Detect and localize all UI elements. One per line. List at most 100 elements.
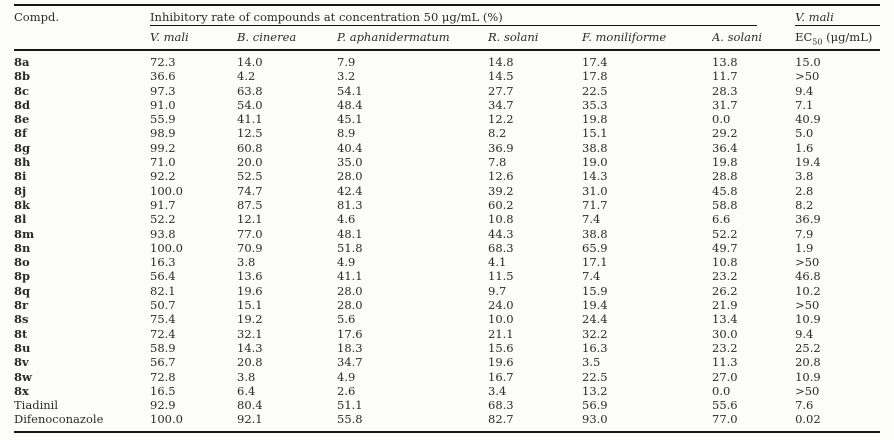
value-b-cinerea: 3.8 [237,369,256,384]
value-p-aphanidermatum: 51.8 [337,240,363,255]
value-ec50: 3.8 [795,169,814,184]
value-f-moniliforme: 93.0 [582,412,712,433]
value-p-aphanidermatum: 48.4 [337,97,363,112]
value-p-aphanidermatum: 45.1 [337,112,363,127]
value-ec50: >50 [795,298,820,313]
table-row: 8f 98.9 12.5 8.9 8.2 15.1 29.2 5.0 [14,126,880,140]
compound-label: 8o [14,255,30,270]
compound-label: 8w [14,369,32,384]
value-p-aphanidermatum: 55.8 [337,412,488,433]
value-p-aphanidermatum: 48.1 [337,226,363,241]
table-row: 8t 72.4 32.1 17.6 21.1 32.2 30.0 9.4 [14,327,880,341]
table-row: 8j 100.0 74.7 42.4 39.2 31.0 45.8 2.8 [14,184,880,198]
value-v-mali: 91.7 [150,197,176,212]
value-b-cinerea: 52.5 [237,169,263,184]
compound-label: Difenoconazole [14,412,150,433]
value-p-aphanidermatum: 54.1 [337,83,363,98]
value-a-solani: 23.2 [712,269,738,284]
compound-label: 8a [14,55,30,69]
value-v-mali: 91.0 [150,97,176,112]
value-p-aphanidermatum: 41.1 [337,269,363,284]
value-p-aphanidermatum: 4.6 [337,212,356,227]
compound-label: 8f [14,126,27,141]
table-row: 8a 72.3 14.0 7.9 14.8 17.4 13.8 15.0 [14,50,880,69]
value-p-aphanidermatum: 81.3 [337,197,363,212]
value-a-solani: 58.8 [712,197,738,212]
column-header-v-mali: V. mali [150,26,237,51]
value-ec50: 10.2 [795,283,821,298]
value-f-moniliforme: 35.3 [582,97,608,112]
compound-label: 8s [14,312,29,327]
value-r-solani: 7.8 [488,155,507,170]
compound-label: 8n [14,240,31,255]
value-ec50: 5.0 [795,126,814,141]
value-r-solani: 36.9 [488,140,514,155]
value-f-moniliforme: 7.4 [582,212,601,227]
value-p-aphanidermatum: 17.6 [337,326,363,341]
value-a-solani: 55.6 [712,398,738,413]
table-header: Compd. Inhibitory rate of compounds at c… [14,5,881,51]
value-r-solani: 34.7 [488,97,514,112]
value-b-cinerea: 12.1 [237,212,263,227]
value-a-solani: 27.0 [712,369,738,384]
table-row: 8h 71.0 20.0 35.0 7.8 19.0 19.8 19.4 [14,155,880,169]
value-v-mali: 72.3 [150,55,176,69]
value-r-solani: 10.8 [488,212,514,227]
value-v-mali: 52.2 [150,212,176,227]
value-v-mali: 50.7 [150,298,176,313]
value-ec50: 9.4 [795,83,814,98]
column-header-b-cinerea: B. cinerea [237,26,337,51]
table-row: 8m 93.8 77.0 48.1 44.3 38.8 52.2 7.9 [14,227,880,241]
value-v-mali: 56.4 [150,269,176,284]
compound-label: 8v [14,355,29,370]
value-f-moniliforme: 19.0 [582,155,608,170]
value-ec50: 8.2 [795,197,814,212]
value-f-moniliforme: 17.1 [582,255,608,270]
table-row: 8k 91.7 87.5 81.3 60.2 71.7 58.8 8.2 [14,198,880,212]
value-ec50: 2.8 [795,183,814,198]
header-species-row: V. mali B. cinerea P. aphanidermatum R. … [14,26,881,51]
compound-label: 8k [14,197,30,212]
table-body: 8a 72.3 14.0 7.9 14.8 17.4 13.8 15.0 8b … [14,50,881,433]
table-row: 8i 92.2 52.5 28.0 12.6 14.3 28.8 3.8 [14,169,880,183]
value-b-cinerea: 32.1 [237,326,263,341]
value-b-cinerea: 54.0 [237,97,263,112]
value-ec50: >50 [795,255,820,270]
value-r-solani: 60.2 [488,197,514,212]
compound-label: 8q [14,283,31,298]
value-f-moniliforme: 15.9 [582,283,608,298]
value-f-moniliforme: 13.2 [582,383,608,398]
table-row: 8x 16.5 6.4 2.6 3.4 13.2 0.0 >50 [14,384,880,398]
value-v-mali: 16.3 [150,255,176,270]
value-r-solani: 19.6 [488,355,514,370]
value-b-cinerea: 60.8 [237,140,263,155]
value-v-mali: 58.9 [150,340,176,355]
value-p-aphanidermatum: 2.6 [337,383,356,398]
value-r-solani: 10.0 [488,312,514,327]
value-f-moniliforme: 24.4 [582,312,608,327]
value-a-solani: 30.0 [712,326,738,341]
value-b-cinerea: 74.7 [237,183,263,198]
value-r-solani: 14.5 [488,69,514,84]
value-p-aphanidermatum: 4.9 [337,255,356,270]
value-r-solani: 21.1 [488,326,514,341]
compound-label: 8g [14,140,31,155]
value-a-solani: 36.4 [712,140,738,155]
value-v-mali: 72.4 [150,326,176,341]
value-f-moniliforme: 14.3 [582,169,608,184]
value-r-solani: 68.3 [488,240,514,255]
column-header-f-moniliforme: F. moniliforme [582,26,712,51]
table-row: 8p 56.4 13.6 41.1 11.5 7.4 23.2 46.8 [14,269,880,283]
value-f-moniliforme: 16.3 [582,340,608,355]
value-b-cinerea: 41.1 [237,112,263,127]
column-header-ec50: EC50 (μg/mL) [795,26,881,51]
column-header-p-aphanidermatum: P. aphanidermatum [337,26,488,51]
value-ec50: 40.9 [795,112,821,127]
value-f-moniliforme: 17.4 [582,55,608,69]
value-b-cinerea: 19.6 [237,283,263,298]
value-f-moniliforme: 38.8 [582,140,608,155]
value-v-mali: 92.2 [150,169,176,184]
table-row: 8l 52.2 12.1 4.6 10.8 7.4 6.6 36.9 [14,212,880,226]
value-v-mali: 82.1 [150,283,176,298]
value-f-moniliforme: 71.7 [582,197,608,212]
